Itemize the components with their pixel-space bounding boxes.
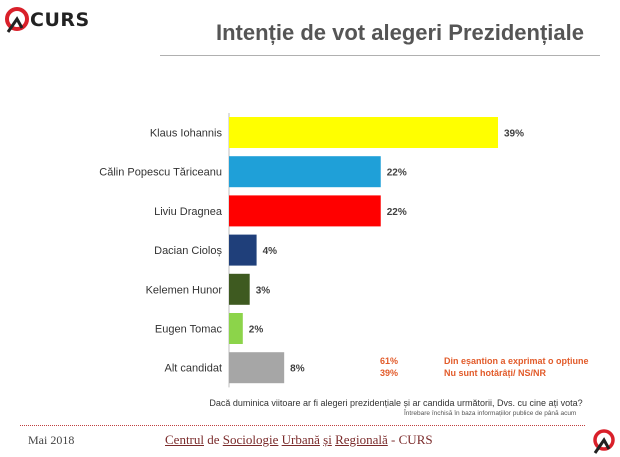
- legend-pct-opinion: 61%: [380, 356, 399, 366]
- bar-chart: Klaus Iohannis 39% Călin Popescu Tăriceanu…: [99, 113, 524, 388]
- legend-text-opinion: Din eșantion a exprimat o opțiune: [444, 356, 589, 366]
- bar: [229, 117, 498, 148]
- footer-org-word: Urbană: [281, 432, 320, 447]
- footer-org-word: -: [391, 432, 396, 447]
- curs-small-logo-icon: [593, 429, 615, 454]
- footer-org-word: de: [207, 432, 220, 447]
- footer-divider: [20, 425, 585, 426]
- logo-text: CURS: [30, 9, 90, 31]
- survey-question: Dacă duminica viitoare ar fi alegeri pre…: [209, 398, 583, 408]
- bar: [229, 156, 381, 188]
- footer-org-word: Sociologie: [222, 432, 279, 447]
- footer-organization: Centrul de Sociologie Urbană și Regional…: [165, 432, 433, 448]
- curs-logo: CURS: [4, 6, 114, 36]
- value-label: 3%: [256, 285, 271, 296]
- category-label: Klaus Iohannis: [150, 128, 223, 140]
- value-label: 22%: [387, 168, 407, 179]
- value-label: 4%: [263, 246, 278, 257]
- bar: [229, 313, 243, 344]
- category-label: Alt candidat: [165, 363, 222, 375]
- footer-org-word: și: [323, 432, 332, 447]
- survey-note: Întrebare închisă în baza informațiilor …: [404, 410, 577, 417]
- curs-logo-icon: [5, 7, 29, 33]
- value-label: 22%: [387, 207, 407, 218]
- legend-pct-undecided: 39%: [380, 368, 399, 378]
- category-label: Dacian Cioloș: [154, 245, 222, 257]
- category-label: Eugen Tomac: [155, 324, 223, 336]
- chart-title: Intenție de vot alegeri Prezidențiale: [216, 20, 584, 45]
- bar: [229, 195, 381, 227]
- value-label: 8%: [290, 364, 305, 375]
- footer-org-word: Centrul: [165, 432, 204, 447]
- title-divider: [160, 55, 600, 56]
- category-label: Liviu Dragnea: [154, 206, 223, 218]
- category-label: Kelemen Hunor: [146, 284, 223, 296]
- value-label: 39%: [504, 129, 524, 140]
- category-label: Călin Popescu Tăriceanu: [99, 167, 222, 179]
- bar: [229, 273, 250, 305]
- legend-text-undecided: Nu sunt hotărâți/ NS/NR: [444, 368, 547, 378]
- footer-org-word: CURS: [398, 432, 433, 447]
- bar: [229, 352, 285, 384]
- bar: [229, 234, 257, 266]
- footer-date: Mai 2018: [28, 433, 75, 447]
- value-label: 2%: [249, 325, 264, 336]
- footer-org-word: Regională: [335, 432, 388, 447]
